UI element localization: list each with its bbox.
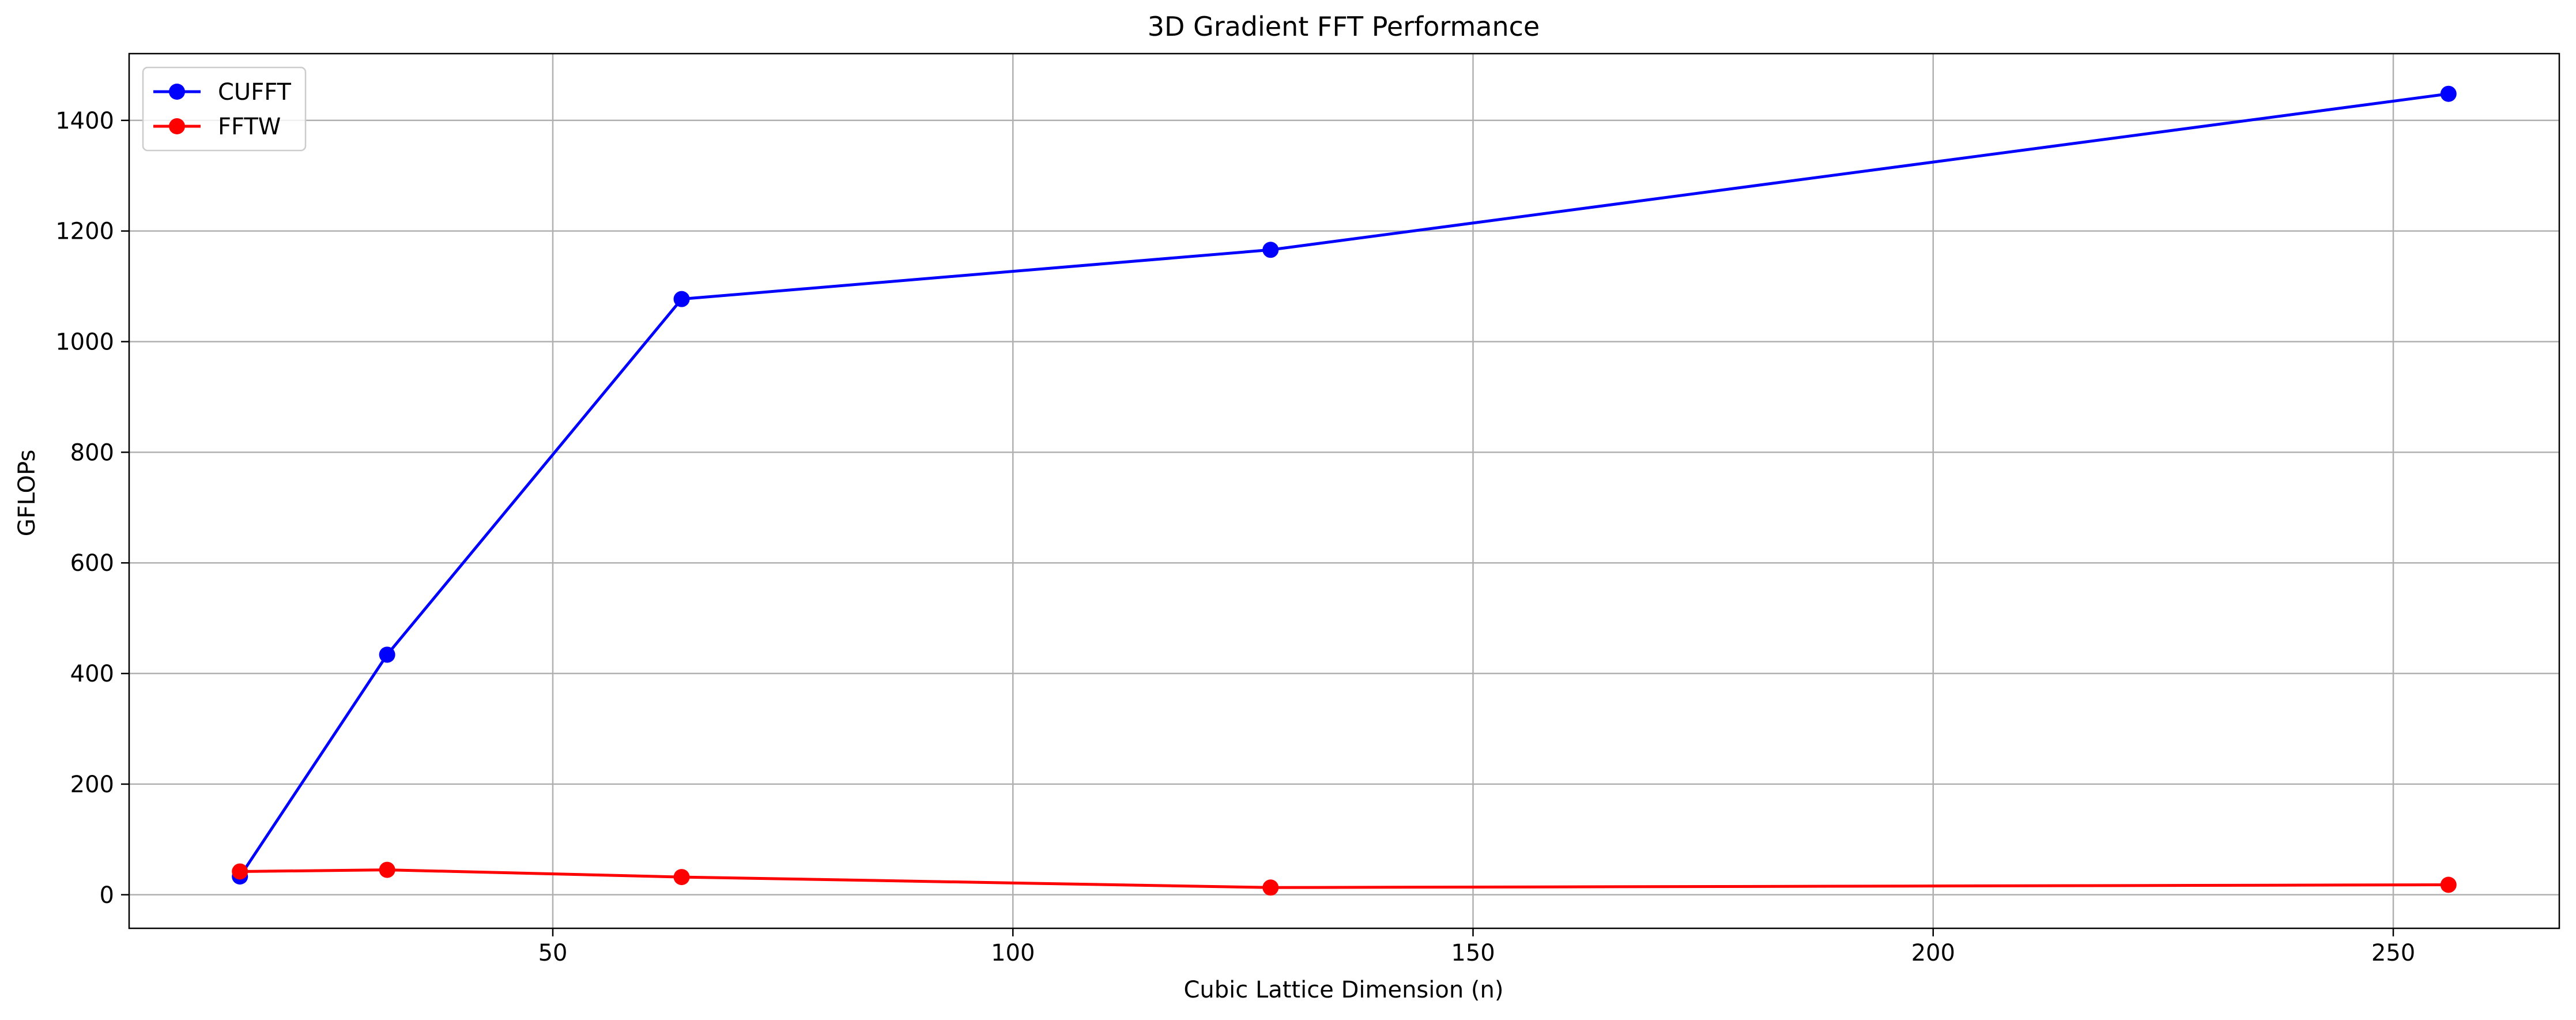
y-tick-label-1: 200 [70, 771, 114, 798]
series-layer [232, 85, 2457, 896]
plot-frame [128, 52, 2560, 929]
data-point-fftw-1 [379, 861, 395, 878]
chart-title: 3D Gradient FFT Performance [1148, 11, 1540, 42]
x-axis-label: Cubic Lattice Dimension (n) [1184, 977, 1504, 1003]
data-point-cufft-2 [673, 291, 690, 307]
data-point-cufft-1 [379, 646, 395, 663]
data-point-fftw-4 [2440, 876, 2457, 893]
x-tick-label-2: 150 [1451, 940, 1495, 966]
y-axis-label: GFLOPs [14, 450, 40, 537]
legend-marker-cufft [169, 84, 185, 100]
data-point-cufft-4 [2440, 85, 2457, 102]
x-tick-label-1: 100 [991, 940, 1035, 966]
y-tick-label-0: 0 [100, 882, 114, 909]
ticks: 50 100 150 200 250 0 200 400 600 800 1000 1200 1400 [55, 108, 2415, 966]
x-tick-label-0: 50 [538, 940, 568, 966]
y-tick-label-4: 800 [70, 439, 114, 466]
y-tick-label-2: 400 [70, 661, 114, 687]
y-tick-label-5: 1000 [55, 329, 114, 355]
legend-label-cufft: CUFFT [218, 79, 292, 106]
y-tick-label-6: 1200 [55, 219, 114, 245]
x-tick-label-4: 250 [2371, 940, 2415, 966]
legend-marker-fftw [169, 118, 185, 134]
legend-label-fftw: FFTW [218, 114, 281, 140]
data-point-fftw-2 [673, 869, 690, 886]
data-point-fftw-3 [1262, 879, 1279, 896]
y-tick-label-7: 1400 [55, 108, 114, 134]
x-tick-label-3: 200 [1911, 940, 1955, 966]
grid [129, 54, 2559, 928]
y-tick-label-3: 600 [70, 550, 114, 577]
data-point-fftw-0 [232, 863, 248, 880]
legend: CUFFT FFTW [142, 66, 307, 152]
data-point-cufft-3 [1262, 242, 1279, 258]
